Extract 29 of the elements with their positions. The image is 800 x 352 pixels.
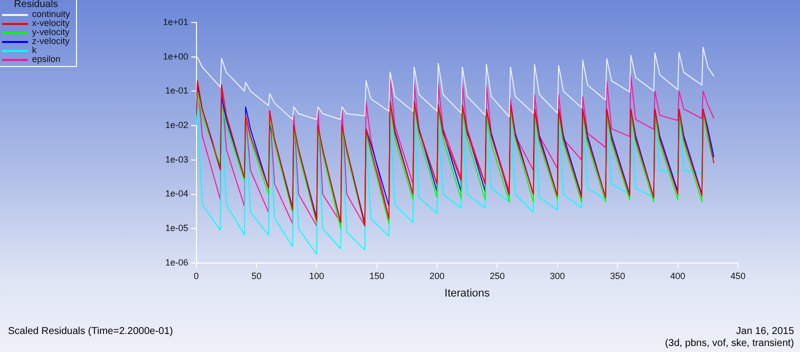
y-tick-label: 1e-03 — [165, 154, 188, 164]
y-tick-label: 1e-02 — [165, 120, 188, 130]
y-tick-label: 1e-04 — [165, 188, 188, 199]
x-tick-label: 400 — [670, 270, 686, 281]
y-tick-label: 1e+01 — [162, 16, 188, 27]
y-tick-label: 1e-06 — [165, 257, 188, 268]
legend-label: y-velocity — [32, 27, 70, 37]
legend-label: k — [32, 45, 36, 55]
text: (3d, pbns, vof, ske, transient) — [665, 338, 794, 349]
text: Scaled Residuals (Time=2.2000e-01) — [8, 326, 173, 337]
y-tick-label: 1e+00 — [162, 51, 188, 62]
legend-label: z-velocity — [32, 36, 70, 46]
x-tick-label: 350 — [610, 270, 626, 281]
y-tick-label: 1e-01 — [165, 86, 188, 96]
x-tick-label: 150 — [369, 270, 384, 281]
x-tick-label: 300 — [550, 270, 565, 281]
x-tick-label: 100 — [309, 270, 324, 281]
legend-label: x-velocity — [32, 18, 70, 28]
y-tick-label: 1e-05 — [165, 223, 188, 234]
legend-label: epsilon — [32, 54, 61, 64]
x-axis-title: Iterations — [444, 287, 490, 300]
x-tick-label: 450 — [730, 270, 746, 281]
x-tick-label: 50 — [251, 270, 262, 281]
legend-label: continuity — [32, 9, 70, 19]
text: Jan 16, 2015 — [736, 326, 794, 337]
x-tick-label: 0 — [194, 270, 199, 281]
legend-title: Residuals — [13, 0, 59, 10]
x-tick-label: 200 — [430, 270, 445, 281]
x-tick-label: 250 — [490, 270, 505, 281]
